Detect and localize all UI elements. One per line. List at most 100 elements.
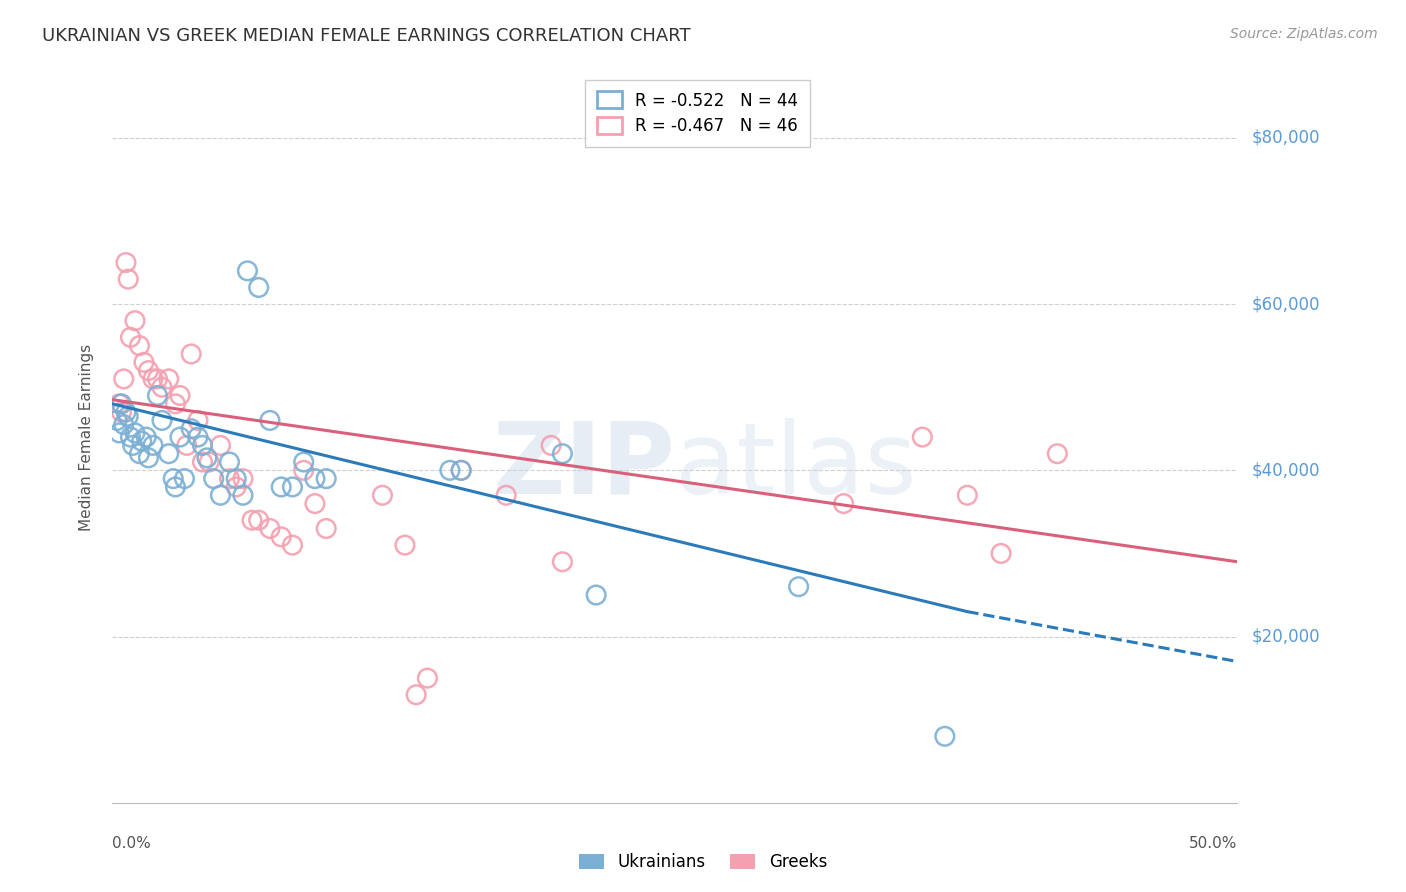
Point [371, 488, 394, 502]
Point [115, 405, 138, 419]
Point [124, 314, 146, 328]
Point [832, 497, 855, 511]
Point [187, 430, 209, 444]
Point [240, 513, 263, 527]
Point [270, 530, 292, 544]
Point [112, 417, 135, 432]
Point [120, 330, 142, 344]
Point [315, 472, 337, 486]
Legend: Ukrainians, Greeks: Ukrainians, Greeks [571, 845, 835, 880]
Point [259, 521, 281, 535]
Point [120, 430, 142, 444]
Point [162, 472, 184, 486]
Point [142, 438, 165, 452]
Point [236, 264, 259, 278]
Point [304, 497, 326, 511]
Text: ZIP: ZIP [492, 417, 675, 515]
Point [259, 413, 281, 427]
Point [551, 447, 574, 461]
Text: 50.0%: 50.0% [1189, 836, 1237, 851]
Point [416, 671, 439, 685]
Point [180, 347, 202, 361]
Point [450, 463, 472, 477]
Point [121, 438, 143, 452]
Point [187, 413, 209, 427]
Point [232, 488, 254, 502]
Point [281, 480, 304, 494]
Point [110, 405, 132, 419]
Point [132, 355, 155, 369]
Point [495, 488, 517, 502]
Point [956, 488, 979, 502]
Text: UKRAINIAN VS GREEK MEDIAN FEMALE EARNINGS CORRELATION CHART: UKRAINIAN VS GREEK MEDIAN FEMALE EARNING… [42, 27, 690, 45]
Point [439, 463, 461, 477]
Point [934, 729, 956, 743]
Point [218, 455, 240, 469]
Point [169, 430, 191, 444]
Point [173, 472, 195, 486]
Point [110, 397, 132, 411]
Text: $20,000: $20,000 [1251, 628, 1320, 646]
Point [315, 521, 337, 535]
Point [176, 438, 198, 452]
Text: $60,000: $60,000 [1251, 295, 1320, 313]
Text: 0.0%: 0.0% [112, 836, 152, 851]
Legend: R = -0.522   N = 44, R = -0.467   N = 46: R = -0.522 N = 44, R = -0.467 N = 46 [585, 79, 810, 147]
Text: atlas: atlas [675, 417, 917, 515]
Point [128, 338, 150, 352]
Point [247, 280, 270, 294]
Point [198, 455, 221, 469]
Point [195, 450, 218, 465]
Point [990, 546, 1012, 560]
Text: $40,000: $40,000 [1251, 461, 1320, 479]
Point [405, 688, 427, 702]
Point [202, 472, 225, 486]
Point [225, 480, 247, 494]
Point [115, 255, 138, 269]
Point [112, 372, 135, 386]
Point [165, 480, 187, 494]
Point [150, 380, 173, 394]
Point [551, 555, 574, 569]
Point [787, 580, 810, 594]
Point [131, 434, 153, 449]
Point [135, 430, 157, 444]
Point [165, 397, 187, 411]
Point [394, 538, 416, 552]
Point [585, 588, 607, 602]
Point [180, 422, 202, 436]
Point [150, 413, 173, 427]
Point [142, 372, 165, 386]
Point [108, 425, 131, 440]
Point [270, 480, 292, 494]
Point [169, 388, 191, 402]
Point [1046, 447, 1069, 461]
Point [281, 538, 304, 552]
Point [292, 455, 315, 469]
Point [304, 472, 326, 486]
Point [124, 425, 146, 440]
Point [105, 413, 128, 427]
Point [146, 372, 169, 386]
Point [138, 363, 160, 377]
Point [450, 463, 472, 477]
Point [128, 447, 150, 461]
Point [218, 472, 240, 486]
Point [191, 438, 214, 452]
Point [117, 409, 139, 424]
Y-axis label: Median Female Earnings: Median Female Earnings [79, 343, 94, 531]
Point [232, 472, 254, 486]
Point [209, 438, 232, 452]
Point [540, 438, 562, 452]
Point [292, 463, 315, 477]
Point [191, 455, 214, 469]
Point [138, 450, 160, 465]
Point [247, 513, 270, 527]
Point [108, 397, 131, 411]
Point [146, 388, 169, 402]
Point [225, 472, 247, 486]
Text: $80,000: $80,000 [1251, 128, 1320, 147]
Text: Source: ZipAtlas.com: Source: ZipAtlas.com [1230, 27, 1378, 41]
Point [157, 447, 180, 461]
Point [911, 430, 934, 444]
